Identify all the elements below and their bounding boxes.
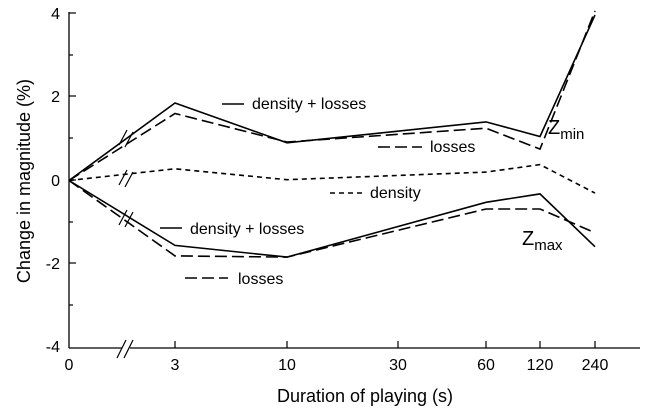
zmin-label-main: Z — [548, 117, 560, 139]
series-zmin-losses-line — [68, 10, 596, 182]
legend-label-zmin-density-losses: density + losses — [252, 96, 366, 113]
x-tick-label: 3 — [171, 357, 180, 374]
x-axis-break-mark — [116, 339, 134, 359]
series-break-marks — [118, 129, 134, 228]
x-tick-label: 60 — [477, 357, 495, 374]
x-ticks — [174, 341, 596, 348]
y-tick-label: -4 — [46, 339, 60, 356]
x-tick-label: 0 — [65, 357, 74, 374]
x-tick-label: 120 — [527, 357, 554, 374]
zmax-label-main: Z — [522, 228, 534, 250]
zmax-label: Zmax — [522, 228, 563, 254]
y-tick-label: 4 — [51, 6, 60, 23]
legend-label-zmax-losses: losses — [238, 271, 283, 288]
series-zmax-density-losses-line — [68, 179, 596, 258]
x-tick-label: 10 — [278, 357, 296, 374]
series-zmin-density-losses-line — [68, 14, 596, 182]
zmin-label-sub: min — [560, 126, 584, 143]
legend-label-zmin-losses: losses — [430, 139, 475, 156]
y-tick-label: 2 — [51, 89, 60, 106]
zmin-label: Zmin — [548, 117, 584, 143]
legend-label-zmax-density-losses: density + losses — [190, 221, 304, 238]
zmax-label-sub: max — [534, 237, 563, 254]
y-tick-label: 0 — [51, 173, 60, 190]
y-tick-label: -2 — [46, 256, 60, 273]
x-tick-label: 240 — [582, 357, 609, 374]
x-tick-label: 30 — [389, 357, 407, 374]
series-density-line — [68, 163, 596, 194]
legend-label-density: density — [370, 185, 421, 202]
y-ticks — [69, 12, 76, 306]
series-zmax-losses-line — [68, 179, 596, 258]
x-axis-label: Duration of playing (s) — [277, 386, 453, 406]
y-axis-label: Change in magnitude (%) — [14, 79, 34, 283]
